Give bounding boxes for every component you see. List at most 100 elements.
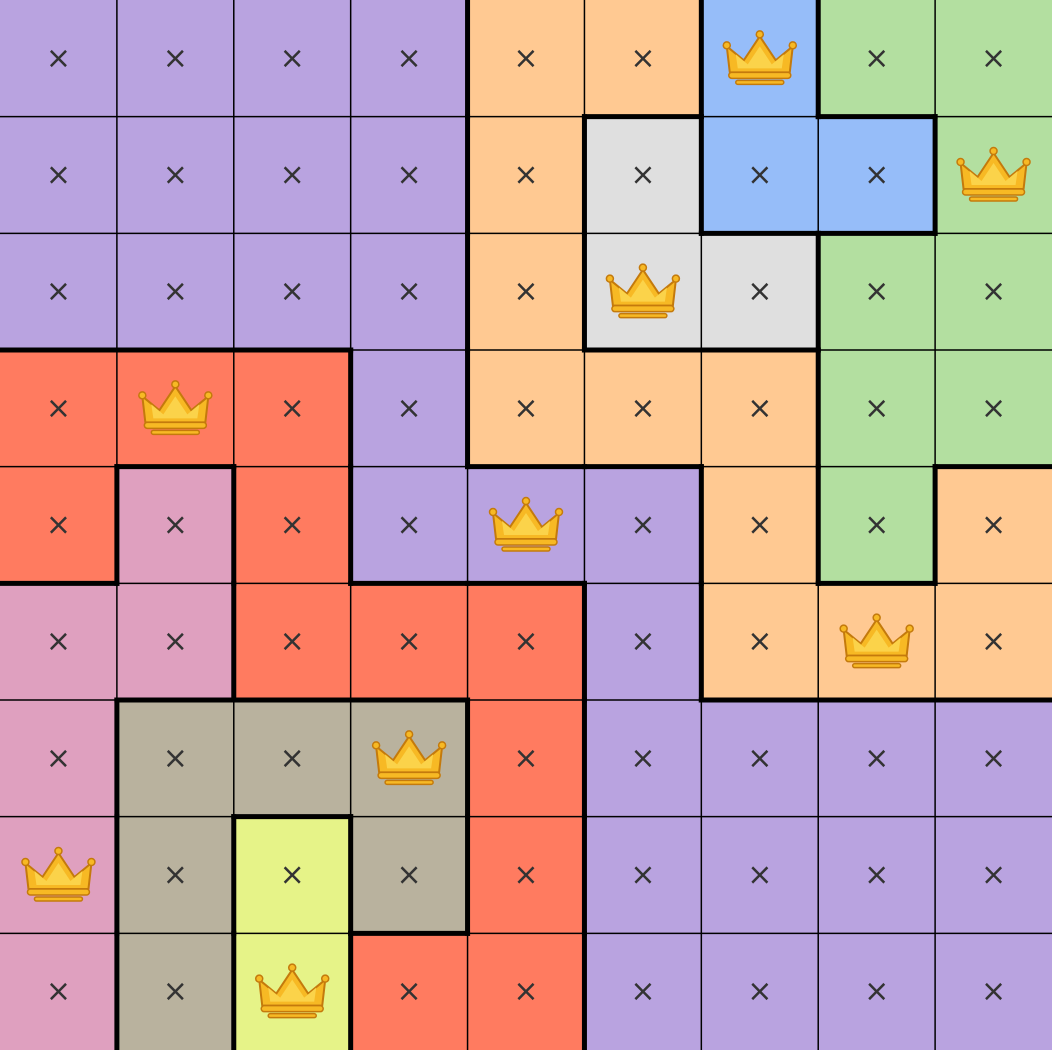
cell[interactable] — [935, 700, 1052, 818]
cell[interactable] — [467, 816, 585, 934]
cell[interactable] — [350, 116, 469, 234]
cell[interactable] — [701, 583, 819, 701]
cell[interactable] — [233, 350, 352, 468]
cell[interactable] — [116, 466, 235, 584]
cell[interactable] — [233, 233, 352, 351]
cell[interactable] — [0, 933, 118, 1050]
x-mark: × — [163, 624, 188, 659]
cell[interactable] — [467, 700, 585, 818]
cell[interactable] — [233, 116, 352, 234]
cell[interactable] — [584, 466, 702, 584]
cell[interactable] — [935, 350, 1052, 468]
x-mark: × — [513, 274, 538, 309]
cell[interactable] — [0, 583, 118, 701]
cell[interactable] — [935, 583, 1052, 701]
cell[interactable] — [467, 116, 585, 234]
cell[interactable] — [584, 583, 702, 701]
cell[interactable] — [467, 933, 585, 1050]
cell[interactable] — [584, 350, 702, 468]
cell[interactable] — [116, 700, 235, 818]
cell[interactable] — [584, 933, 702, 1050]
cell[interactable] — [350, 0, 469, 118]
cell[interactable] — [818, 700, 936, 818]
cell[interactable] — [467, 233, 585, 351]
cell[interactable] — [467, 350, 585, 468]
cell[interactable] — [116, 583, 235, 701]
cell[interactable] — [818, 116, 936, 234]
cell[interactable] — [935, 933, 1052, 1050]
x-mark: × — [280, 624, 305, 659]
cell[interactable] — [233, 466, 352, 584]
x-mark: × — [747, 274, 772, 309]
cell[interactable] — [116, 116, 235, 234]
cell[interactable] — [584, 0, 702, 118]
cell[interactable] — [0, 233, 118, 351]
x-mark: × — [397, 624, 422, 659]
x-mark: × — [630, 391, 655, 426]
cell[interactable] — [935, 0, 1052, 118]
cell[interactable] — [935, 233, 1052, 351]
x-mark: × — [280, 858, 305, 893]
x-mark: × — [513, 858, 538, 893]
cell[interactable] — [935, 466, 1052, 584]
cell[interactable] — [350, 350, 469, 468]
cell[interactable] — [935, 816, 1052, 934]
x-mark: × — [46, 158, 71, 193]
cell[interactable] — [701, 233, 819, 351]
x-mark: × — [747, 858, 772, 893]
cell[interactable] — [116, 816, 235, 934]
cell[interactable] — [0, 350, 118, 468]
x-mark: × — [163, 158, 188, 193]
x-mark: × — [163, 858, 188, 893]
cell[interactable] — [467, 583, 585, 701]
cell[interactable] — [233, 0, 352, 118]
cell[interactable] — [116, 233, 235, 351]
cell[interactable] — [818, 350, 936, 468]
x-mark: × — [981, 508, 1006, 543]
x-mark: × — [747, 508, 772, 543]
cell[interactable] — [0, 700, 118, 818]
cell[interactable] — [0, 466, 118, 584]
cell[interactable] — [350, 583, 469, 701]
cell[interactable] — [818, 0, 936, 118]
cell[interactable] — [350, 466, 469, 584]
cell[interactable] — [584, 700, 702, 818]
cell[interactable] — [233, 700, 352, 818]
cell[interactable] — [701, 116, 819, 234]
cell[interactable] — [584, 116, 702, 234]
x-mark: × — [163, 508, 188, 543]
x-mark: × — [163, 974, 188, 1009]
cell[interactable] — [116, 0, 235, 118]
x-mark: × — [864, 158, 889, 193]
cell[interactable] — [350, 233, 469, 351]
x-mark: × — [864, 274, 889, 309]
x-mark: × — [630, 508, 655, 543]
cell[interactable] — [701, 466, 819, 584]
x-mark: × — [163, 274, 188, 309]
x-mark: × — [981, 741, 1006, 776]
cell[interactable] — [350, 933, 469, 1050]
cell[interactable] — [584, 816, 702, 934]
cell[interactable] — [467, 0, 585, 118]
cell[interactable] — [701, 816, 819, 934]
x-mark: × — [981, 391, 1006, 426]
cell[interactable] — [233, 816, 352, 934]
cell[interactable] — [701, 933, 819, 1050]
cell[interactable] — [350, 816, 469, 934]
cell[interactable] — [818, 816, 936, 934]
x-mark: × — [46, 624, 71, 659]
cell[interactable] — [701, 350, 819, 468]
cell[interactable] — [818, 233, 936, 351]
x-mark: × — [513, 391, 538, 426]
x-mark: × — [280, 508, 305, 543]
cell[interactable] — [701, 700, 819, 818]
cell[interactable] — [818, 933, 936, 1050]
x-mark: × — [747, 741, 772, 776]
x-mark: × — [864, 391, 889, 426]
cell[interactable] — [0, 116, 118, 234]
cell[interactable] — [233, 583, 352, 701]
cell[interactable] — [818, 466, 936, 584]
cell[interactable] — [116, 933, 235, 1050]
cell[interactable] — [0, 0, 118, 118]
